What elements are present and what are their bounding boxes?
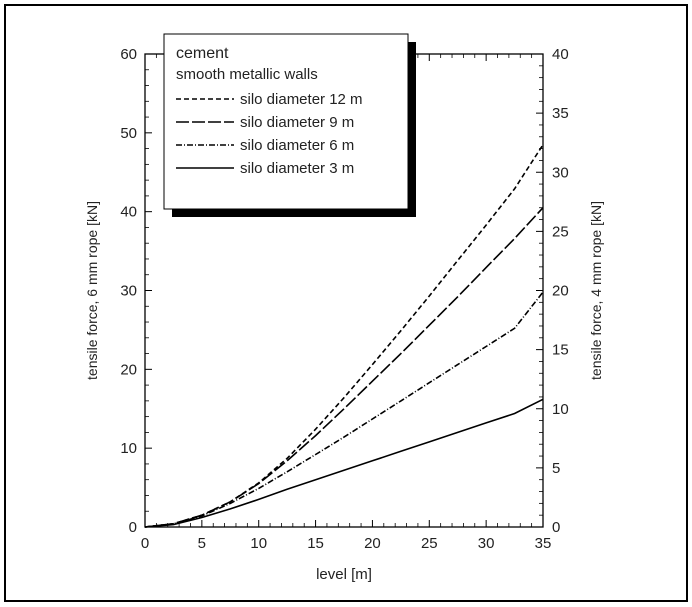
x-tick-label: 35 [535,535,552,552]
x-tick-label: 30 [478,535,495,552]
legend-header-walls: smooth metallic walls [176,66,318,83]
y-tick-label: 0 [129,519,137,536]
y-tick-label: 10 [120,440,137,457]
x-tick-label: 20 [364,535,381,552]
series-line-3 [144,291,544,528]
y2-tick-label: 5 [552,460,560,477]
y2-tick-label: 20 [552,283,569,300]
x-tick-label: 5 [198,535,206,552]
legend-label-1: silo diameter 12 m [240,91,363,108]
y-tick-label: 30 [120,283,137,300]
x-tick-label: 15 [307,535,324,552]
x-axis-label: level [m] [316,566,372,583]
x-tick-label: 0 [141,535,149,552]
x-tick-label: 25 [421,535,438,552]
y-tick-label: 20 [120,361,137,378]
legend-label-3: silo diameter 6 m [240,137,354,154]
y2-tick-label: 40 [552,46,569,63]
y2-tick-label: 30 [552,164,569,181]
y2-tick-label: 25 [552,223,569,240]
series-line-2 [144,207,544,528]
legend-label-4: silo diameter 3 m [240,160,354,177]
series-line-4 [144,398,544,528]
chart-frame: 0 5 10 15 20 25 30 35 0 10 20 30 40 50 60 0 5 10 15 20 25 30 3… [4,4,688,602]
legend-header-material: cement [176,45,229,62]
legend-label-2: silo diameter 9 m [240,114,354,131]
y2-tick-label: 15 [552,342,569,359]
y-tick-label: 60 [120,46,137,63]
y-tick-label: 40 [120,204,137,221]
y2-tick-label: 35 [552,105,569,122]
y-axis-label-left: tensile force, 6 mm rope [kN] [84,201,100,380]
y2-tick-label: 10 [552,401,569,418]
x-tick-label: 10 [250,535,267,552]
y-axis-label-right: tensile force, 4 mm rope [kN] [588,201,604,380]
y-tick-label: 50 [120,125,137,142]
chart: 0 5 10 15 20 25 30 3501020304050600510152025303… [4,4,688,602]
y2-tick-label: 0 [552,519,560,536]
